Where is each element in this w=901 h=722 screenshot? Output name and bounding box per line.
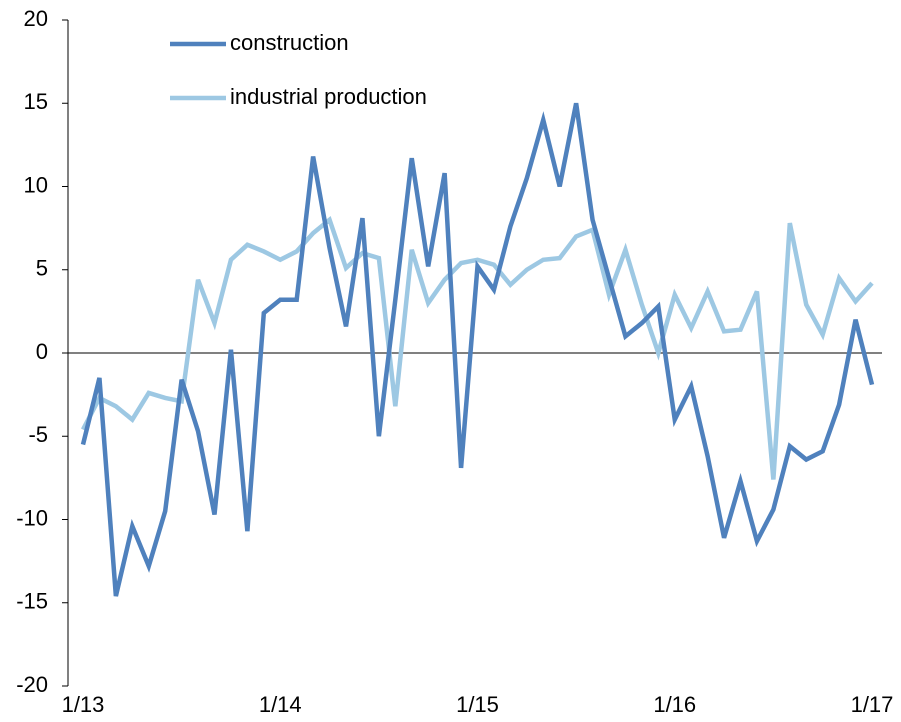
- legend-label: construction: [230, 30, 349, 55]
- x-tick-label: 1/15: [456, 692, 499, 717]
- x-tick-label: 1/16: [653, 692, 696, 717]
- series-line: [81, 216, 874, 480]
- y-tick-label: -20: [16, 672, 48, 697]
- y-tick-label: -15: [16, 589, 48, 614]
- x-tick-label: 1/14: [259, 692, 302, 717]
- y-tick-label: 5: [36, 256, 48, 281]
- series-line: [80, 102, 875, 597]
- x-tick-label: 1/13: [62, 692, 105, 717]
- y-tick-label: -10: [16, 505, 48, 530]
- y-tick-label: 15: [24, 89, 48, 114]
- legend-label: industrial production: [230, 84, 427, 109]
- y-tick-label: -5: [28, 422, 48, 447]
- y-tick-label: 10: [24, 172, 48, 197]
- y-tick-label: 20: [24, 6, 48, 31]
- y-tick-label: 0: [36, 339, 48, 364]
- x-tick-label: 1/17: [851, 692, 894, 717]
